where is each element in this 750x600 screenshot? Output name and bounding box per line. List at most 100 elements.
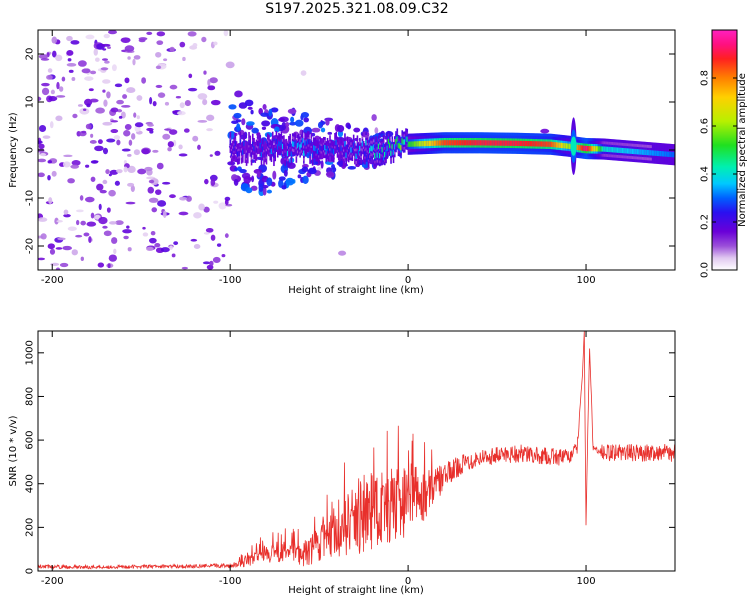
spectrogram-cell (147, 186, 154, 194)
spectrogram-cell (167, 141, 174, 148)
spectrogram-cell (314, 135, 320, 140)
spectrogram-cell (38, 257, 46, 261)
spectrogram-cell (382, 142, 385, 149)
spectrogram-cell (201, 36, 207, 43)
spectrogram-cell (517, 140, 519, 147)
spectrogram-cell (146, 127, 154, 132)
spectrogram-cell (240, 150, 243, 156)
spectrogram-cell (50, 89, 55, 95)
spectrogram-cell (264, 149, 267, 155)
spectrogram-cell (583, 145, 585, 151)
spectrogram-cell (487, 140, 489, 146)
spectrogram-cell (610, 147, 613, 153)
spectrogram-cell (275, 138, 278, 145)
spectrogram-cell (300, 142, 303, 148)
spectrogram-cell (563, 143, 565, 149)
spectrogram-cell (122, 229, 132, 234)
spectrogram-cell (481, 140, 483, 146)
spectrogram-cell (216, 243, 222, 247)
spectrogram-cell (229, 139, 232, 146)
spectrogram-cell (569, 143, 572, 150)
spectrogram-cell (489, 140, 492, 146)
spectrogram-cell (384, 152, 386, 158)
spectrogram-cell (430, 140, 432, 146)
spectrogram-cell (164, 128, 172, 131)
spectrogram-cell (223, 30, 229, 37)
spectrogram-cell (308, 139, 310, 145)
spectrogram-cell (187, 31, 197, 37)
spectrogram-cell (68, 69, 74, 73)
spectrogram-cell (584, 145, 587, 152)
spectrogram-cell (651, 150, 654, 156)
spectrogram-cell (345, 152, 348, 158)
spectrogram-cell (440, 140, 442, 146)
spectrogram-cell (169, 194, 176, 199)
spectrogram-cell (38, 124, 47, 133)
spectrogram-cell (79, 107, 90, 115)
spectrogram-cell (340, 145, 343, 151)
spectrogram-cell (469, 140, 472, 146)
spectrogram-cell (206, 128, 213, 132)
spectrogram-cell (274, 126, 280, 133)
spectrogram-cell (545, 141, 548, 147)
spectrogram-cell (278, 117, 286, 122)
spectrogram-cell (136, 115, 140, 120)
spectrogram-cell (628, 148, 630, 154)
spectrogram-cell (38, 140, 43, 144)
spectrogram-cell (352, 142, 355, 148)
spectrogram-cell (501, 140, 503, 146)
spectrogram-cell (246, 121, 255, 126)
spectrogram-cell (106, 138, 116, 143)
spectrogram-cell (400, 145, 402, 151)
spectrogram-cell (533, 141, 536, 147)
spectrogram-cell (512, 140, 514, 146)
spectrogram-cell (127, 56, 131, 60)
spectrogram-cell (585, 145, 588, 152)
spectrogram-cell (385, 150, 387, 156)
spectrogram-cell (286, 150, 289, 157)
spectrogram-cell (301, 166, 309, 173)
spectrogram-cell (313, 145, 315, 151)
spectrogram-cell (169, 84, 178, 90)
spectrogram-cell (300, 112, 310, 118)
spectrogram-cell (539, 141, 542, 147)
spectrogram-cell (75, 234, 83, 238)
spectrogram-cell (320, 160, 324, 169)
spectrogram-cell (66, 35, 73, 42)
spectrogram-cell (301, 138, 304, 144)
spectrogram-cell (192, 135, 199, 142)
spectrogram-cell (248, 139, 250, 146)
spectrogram-cell (51, 36, 58, 44)
spectrogram-cell (265, 151, 268, 157)
spectrogram-cell (39, 153, 47, 157)
spectrogram-cell (96, 183, 104, 191)
spectrogram-cell (61, 76, 66, 82)
spectrogram-cell (421, 141, 423, 147)
spectrogram-cell (527, 140, 529, 147)
spectrogram-cell (197, 93, 208, 100)
spectrogram-cell (320, 146, 323, 152)
spectrogram-cell (262, 186, 267, 196)
spectrogram-cell (235, 149, 238, 155)
spectrogram-cell (160, 247, 170, 253)
colorbar-tick-label: 0.2 (700, 214, 711, 230)
spectrogram-cell (141, 148, 150, 155)
spectrogram-cell (466, 140, 468, 146)
spectrogram-cell (337, 124, 345, 133)
spectrogram-cell (142, 226, 146, 230)
spectrogram-cell (435, 140, 437, 146)
spectrogram-cell (102, 79, 111, 84)
spectrogram-cell (103, 99, 108, 107)
spectrogram-cell (646, 149, 649, 156)
spectrogram-cell (234, 167, 238, 172)
spectrogram-cell (250, 109, 254, 115)
spectrogram-cell (259, 142, 262, 149)
spectrogram-cell (633, 148, 635, 155)
spectrogram-cell (81, 130, 87, 134)
spectrogram-cell (67, 178, 75, 184)
spectrogram-cell (604, 146, 607, 152)
y-tick-label: 10 (25, 96, 36, 109)
spectrogram-cell (461, 140, 463, 146)
spectrogram-cell (659, 150, 661, 157)
spectrogram-cell (80, 220, 86, 226)
